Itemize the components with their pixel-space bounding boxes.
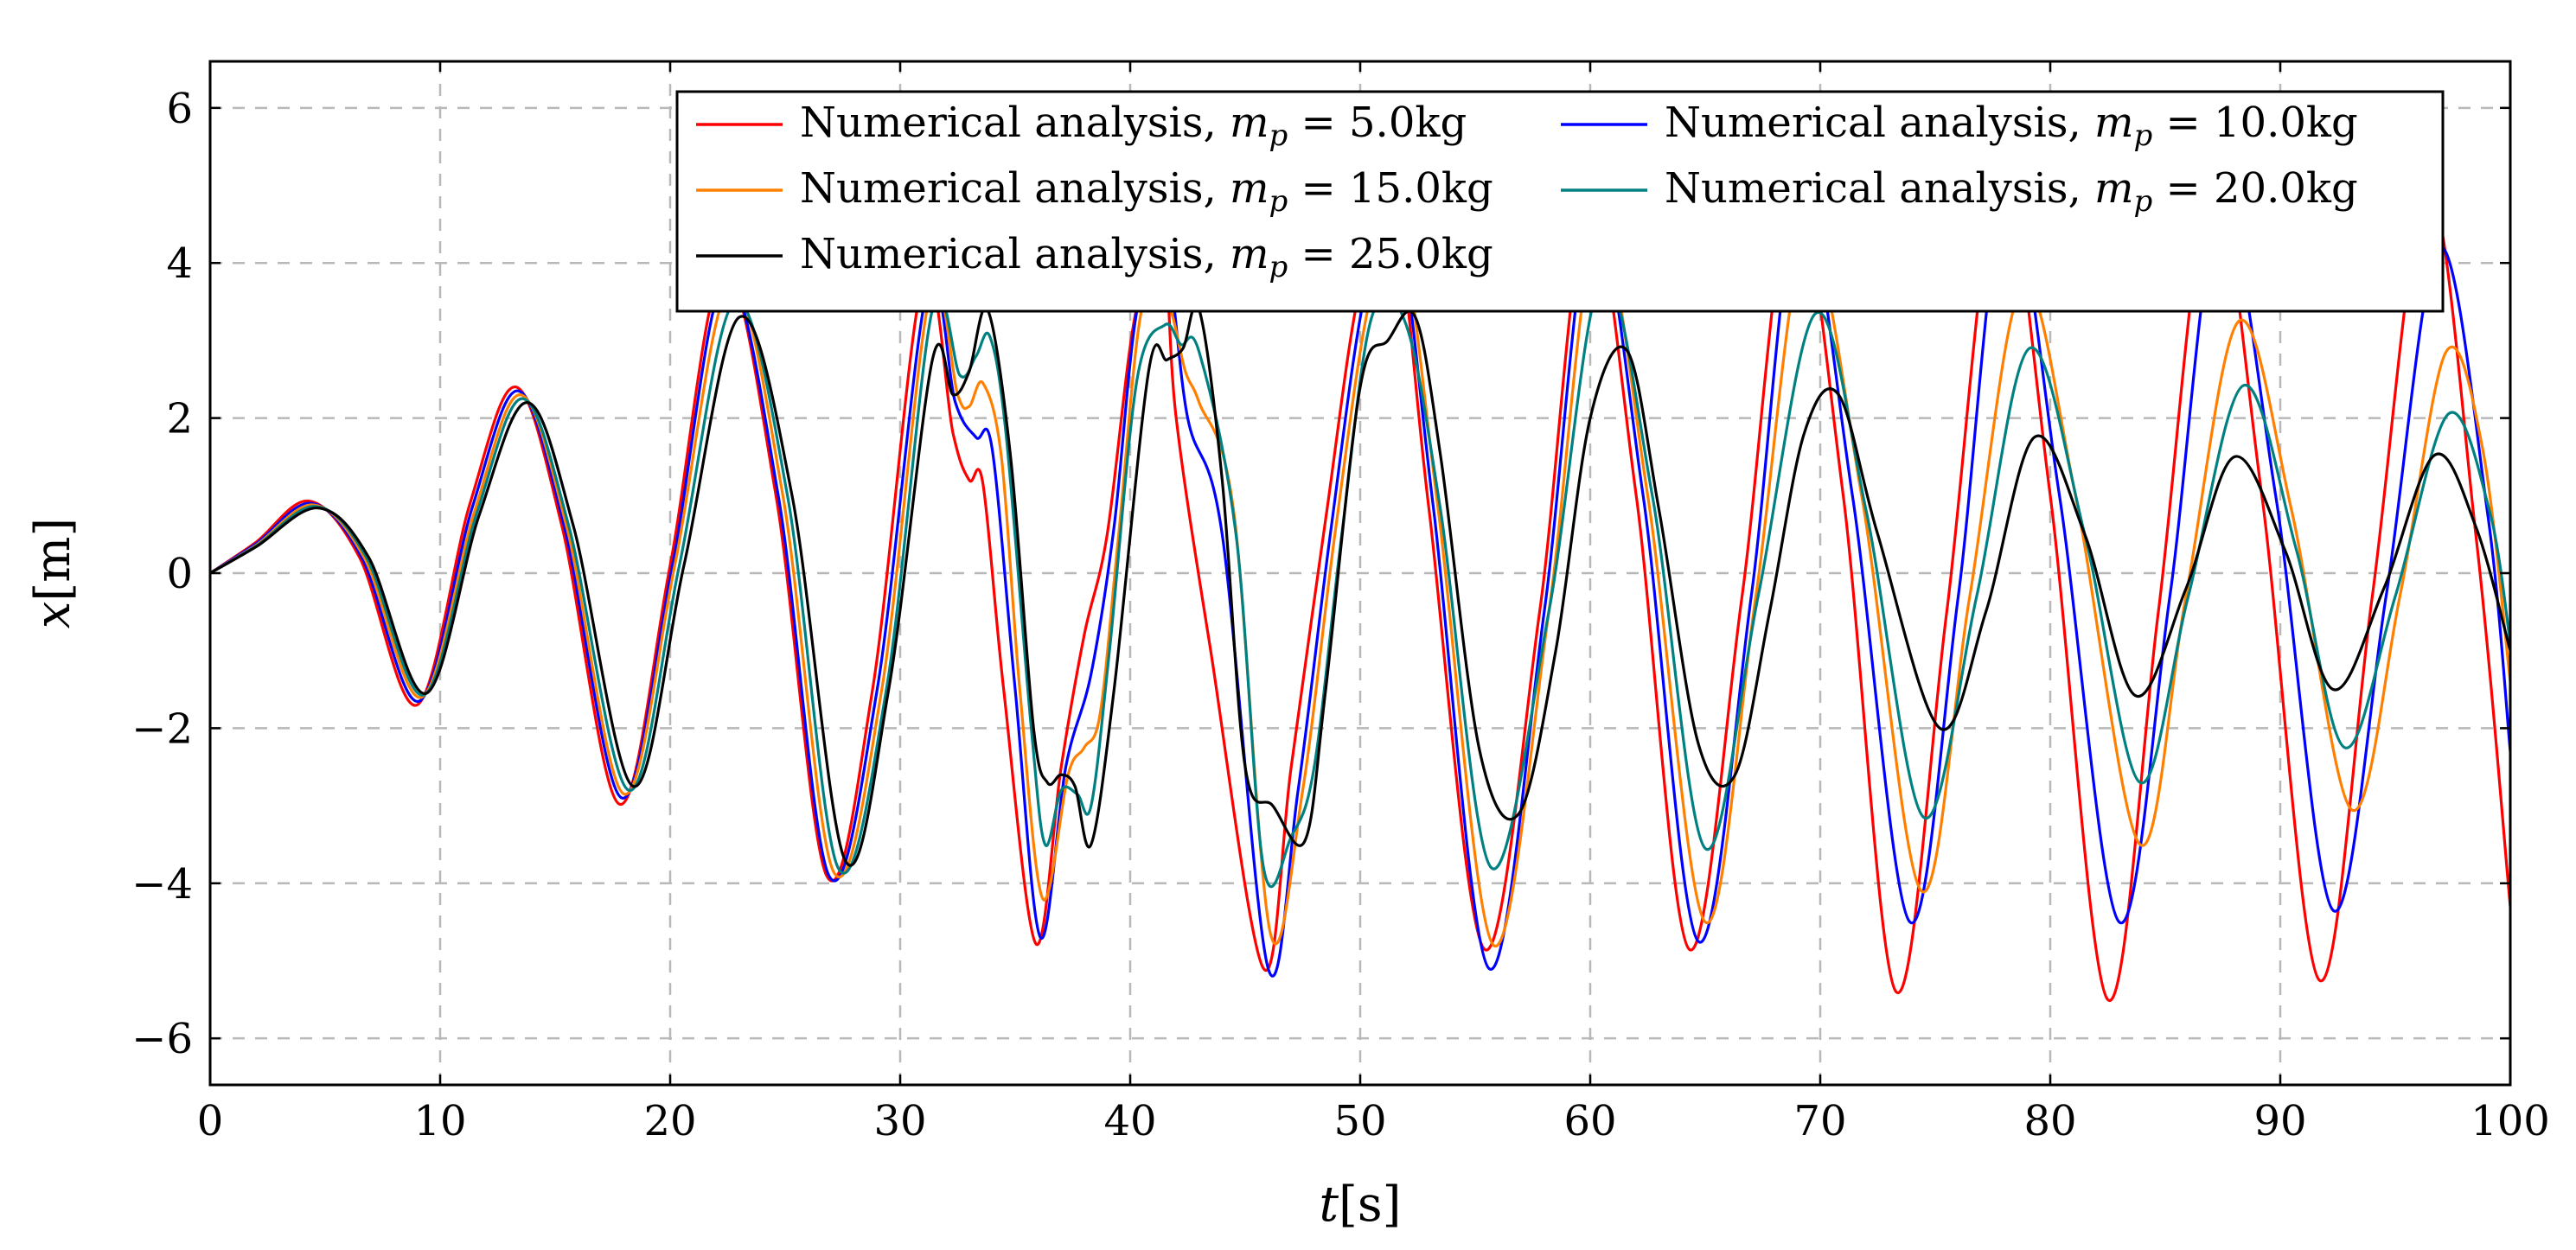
x-tick-label: 100 [2471,1097,2550,1145]
x-tick-label: 40 [1103,1097,1156,1145]
x-tick-label: 0 [197,1097,224,1145]
legend-label-2: Numerical analysis, mp = 10.0kg [1665,99,2358,153]
legend-label-3: Numerical analysis, mp = 15.0kg [800,164,1493,219]
x-axis-label: t[s] [1320,1177,1402,1233]
x-tick-label: 60 [1563,1097,1616,1145]
legend-label-4: Numerical analysis, mp = 20.0kg [1665,164,2358,219]
x-tick-label: 90 [2253,1097,2306,1145]
y-axis-label: x[m] [25,518,81,628]
legend: Numerical analysis, mp = 5.0kg Numerical … [675,90,2445,313]
x-tick-label: 70 [1793,1097,1846,1145]
x-tick-label: 80 [2023,1097,2076,1145]
series-line-5 [210,303,2510,867]
ticks: 0 10 20 30 40 50 60 70 80 90 100 −6 −4 −2 0 2 4 6 [131,61,2550,1145]
y-tick-label: −2 [131,705,193,753]
y-tick-label: 4 [166,239,193,288]
legend-label-5: Numerical analysis, mp = 25.0kg [800,230,1493,284]
legend-box [675,90,2445,313]
axis-unit: [s] [1339,1177,1401,1233]
x-tick-label: 50 [1333,1097,1386,1145]
x-tick-label: 10 [413,1097,466,1145]
legend-label-1: Numerical analysis, mp = 5.0kg [800,99,1467,153]
axis-variable: x [25,602,81,629]
y-tick-label: 0 [166,550,193,598]
y-tick-label: −4 [131,860,193,909]
axis-variable: t [1320,1177,1339,1233]
x-tick-label: 20 [643,1097,696,1145]
series-line-3 [210,226,2510,948]
x-tick-label: 30 [873,1097,926,1145]
y-tick-label: −6 [131,1015,193,1063]
axis-unit: [m] [25,518,81,602]
y-tick-label: 2 [166,395,193,443]
y-tick-label: 6 [166,85,193,133]
